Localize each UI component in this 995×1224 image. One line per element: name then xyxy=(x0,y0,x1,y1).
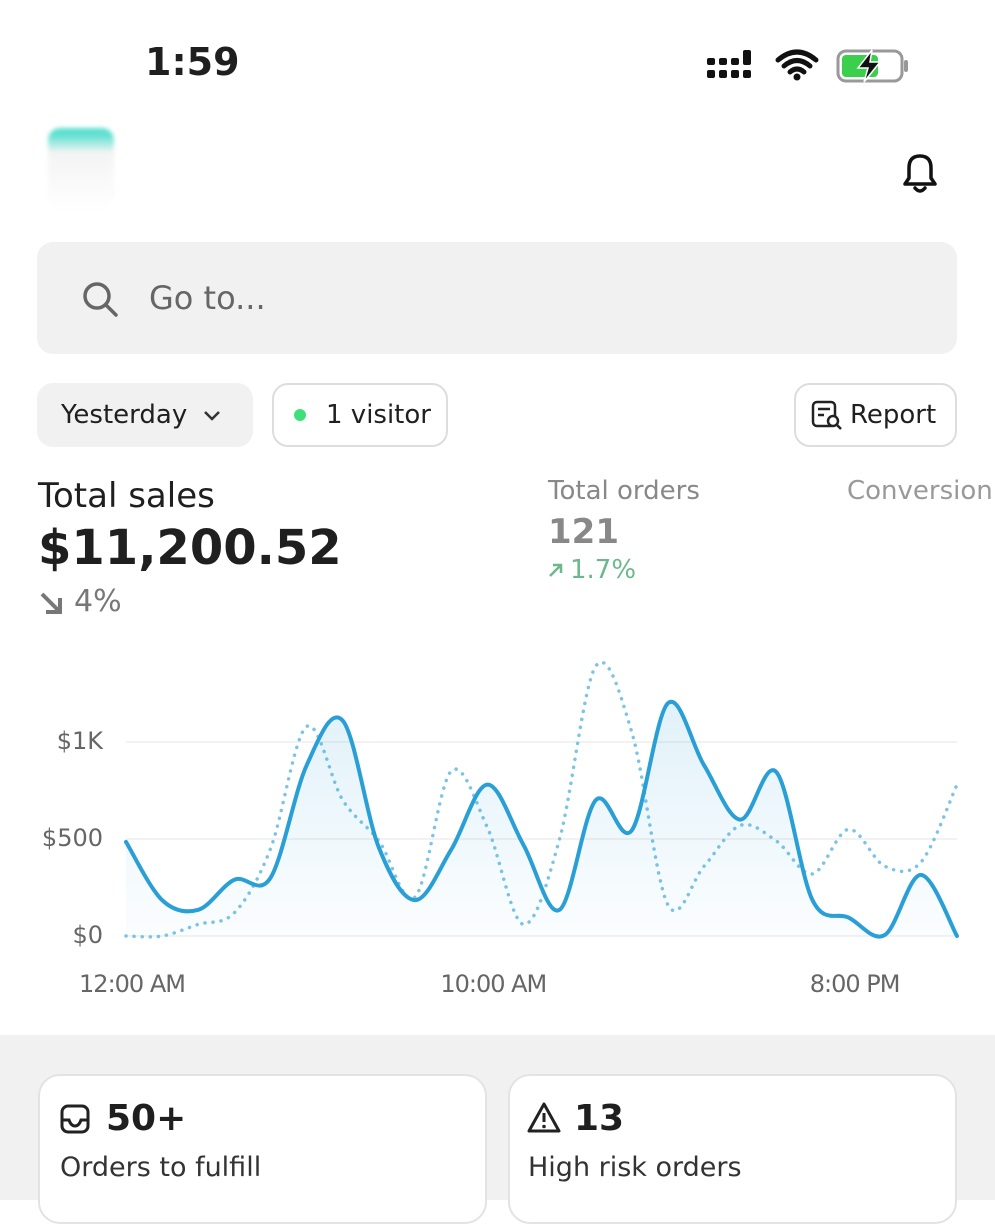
store-logo[interactable] xyxy=(48,128,114,210)
notifications-bell[interactable] xyxy=(895,148,945,198)
y-tick-label: $0 xyxy=(72,921,103,949)
card[interactable]: 13 High risk orders xyxy=(508,1074,957,1224)
search-placeholder: Go to... xyxy=(149,279,266,317)
x-tick-label: 8:00 PM xyxy=(810,970,900,998)
report-label: Report xyxy=(850,400,937,430)
metric-value: 121 xyxy=(548,512,619,552)
metric-change: 4% xyxy=(74,584,122,619)
x-tick-label: 12:00 AM xyxy=(79,970,185,998)
card-value: 13 xyxy=(574,1098,625,1139)
down-arrow-icon xyxy=(40,592,62,614)
date-filter[interactable]: Yesterday xyxy=(37,383,253,447)
metric-label: Conversion xyxy=(847,476,993,506)
y-tick-label: $500 xyxy=(42,824,103,852)
chevron xyxy=(204,411,221,421)
area xyxy=(126,701,957,937)
metric-change: 1.7% xyxy=(570,555,637,585)
status-icons xyxy=(707,49,908,83)
card-value: 50+ xyxy=(106,1098,187,1139)
y-tick-label: $1K xyxy=(57,727,105,755)
metric-label: Total sales xyxy=(38,476,215,516)
date-label: Yesterday xyxy=(61,400,188,430)
report-icon xyxy=(811,400,842,430)
search-icon xyxy=(83,282,118,317)
search-bar[interactable]: Go to... xyxy=(37,242,957,354)
card[interactable]: 50+ Orders to fulfill xyxy=(38,1074,487,1224)
x-tick-label: 10:00 AM xyxy=(440,970,546,998)
warning-icon xyxy=(527,1102,561,1133)
visitors-label: 1 visitor xyxy=(326,400,431,430)
card-label: High risk orders xyxy=(528,1152,742,1183)
inbox-icon xyxy=(60,1104,90,1134)
metric-label: Total orders xyxy=(548,476,700,506)
card-label: Orders to fulfill xyxy=(60,1152,262,1183)
up-arrow-icon xyxy=(549,563,563,577)
visitors-button[interactable]: 1 visitor xyxy=(272,383,448,447)
live-dot xyxy=(294,409,306,421)
report-button[interactable]: Report xyxy=(794,383,957,447)
sales-chart: $0 $500 $1K 12:00 AM 10:00 AM 8:00 PM xyxy=(42,660,959,998)
status-time: 1:59 xyxy=(145,40,240,84)
line xyxy=(124,699,959,939)
metric-value: $11,200.52 xyxy=(38,520,342,576)
